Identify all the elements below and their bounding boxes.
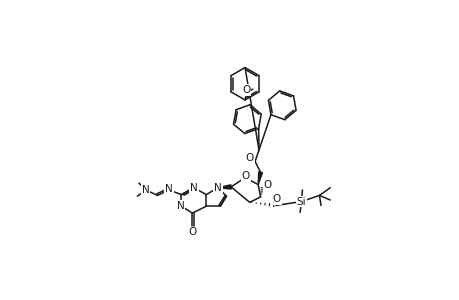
Polygon shape — [257, 172, 262, 184]
Text: O: O — [263, 180, 271, 190]
Text: N: N — [213, 183, 221, 193]
Text: N: N — [176, 201, 184, 211]
Text: O: O — [245, 153, 253, 164]
Text: O: O — [272, 194, 280, 204]
Text: N: N — [190, 183, 197, 193]
Text: O: O — [188, 227, 196, 237]
Text: O: O — [241, 171, 249, 181]
Text: N: N — [165, 184, 173, 194]
Text: Si: Si — [296, 196, 306, 206]
Text: N: N — [142, 185, 149, 195]
Text: O: O — [242, 85, 250, 95]
Polygon shape — [218, 185, 231, 189]
